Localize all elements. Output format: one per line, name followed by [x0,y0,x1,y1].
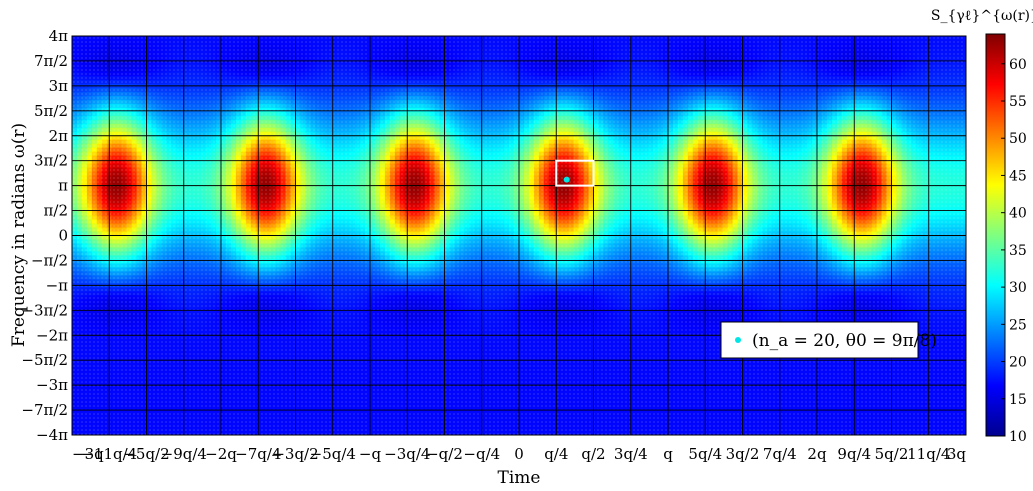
plot-area [72,36,966,435]
